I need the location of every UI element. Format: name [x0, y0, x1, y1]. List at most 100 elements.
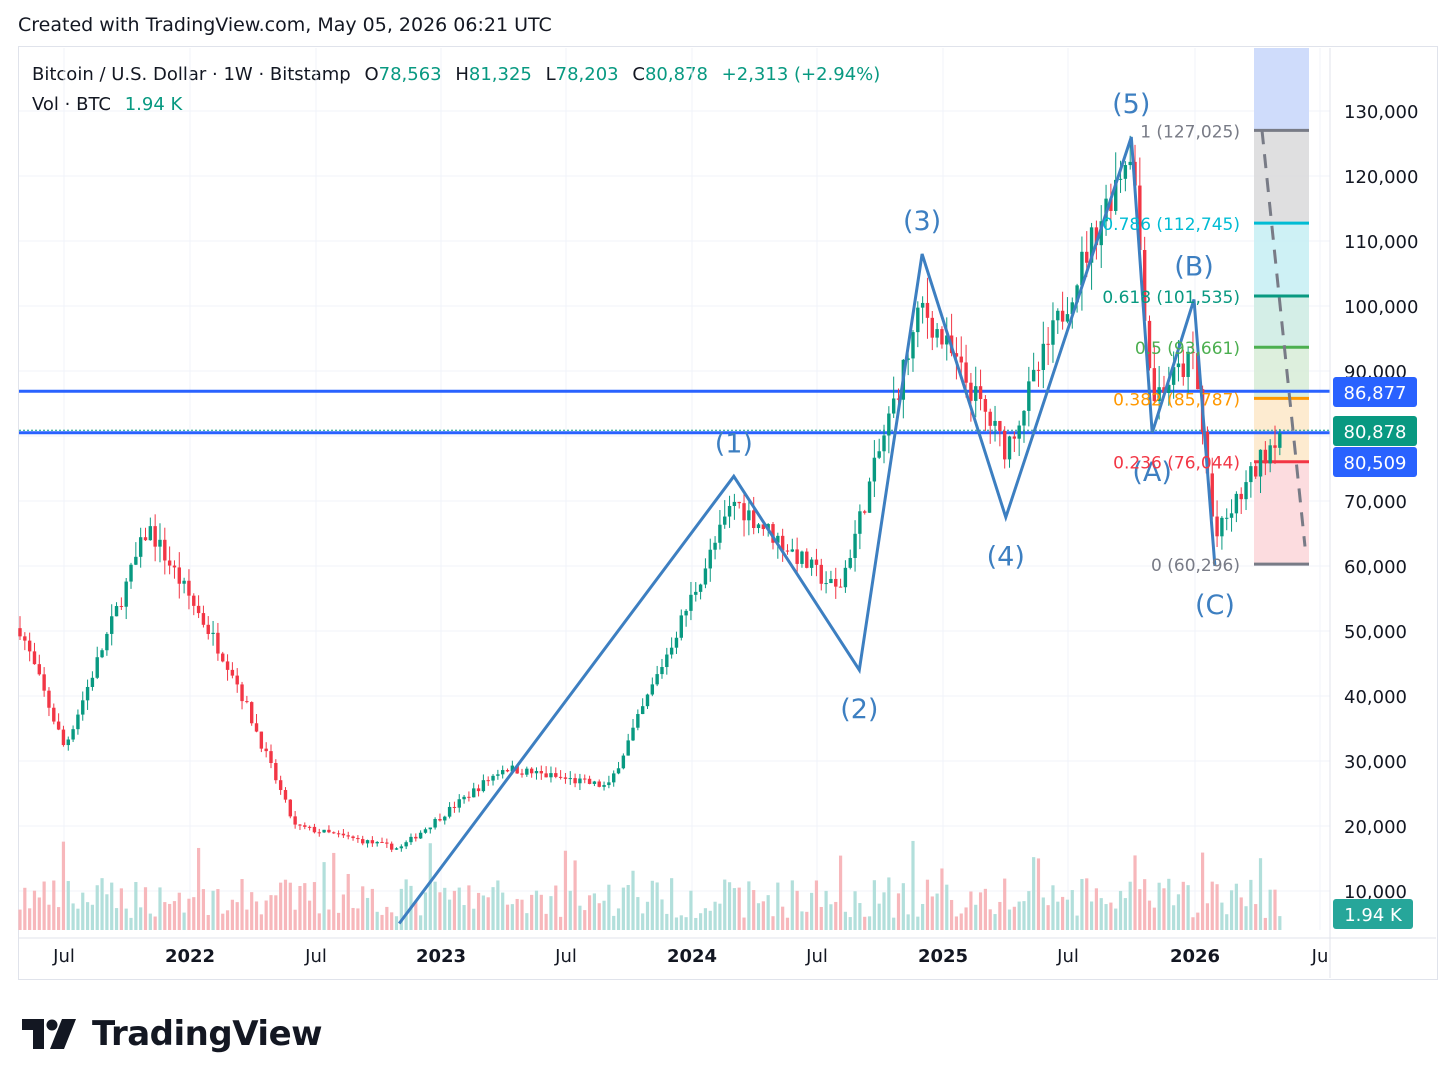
volume-bar: [230, 899, 234, 930]
candle-body: [288, 799, 293, 817]
volume-bar: [47, 904, 51, 930]
candle-body: [834, 578, 838, 587]
y-tick-label: 120,000: [1344, 167, 1418, 188]
volume-bar: [462, 905, 466, 930]
candle-body: [612, 773, 616, 783]
candle-body: [95, 657, 99, 678]
volume-bar: [264, 900, 268, 930]
volume-bar: [940, 868, 944, 930]
candle-body: [940, 329, 944, 345]
volume-bar: [1075, 915, 1079, 930]
candle-body: [549, 773, 553, 778]
candle-body: [211, 632, 215, 635]
volume-bar: [52, 880, 56, 930]
volume-bar: [887, 877, 891, 930]
volume-bar: [250, 892, 254, 930]
volume-bar: [370, 888, 374, 930]
candle-body: [645, 694, 650, 707]
volume-bar: [1114, 908, 1118, 930]
candle-body: [1036, 369, 1041, 371]
y-tick-label: 60,000: [1344, 557, 1407, 578]
volume-bar: [921, 903, 925, 930]
candle-body: [838, 586, 843, 588]
volume-bar: [28, 908, 32, 930]
candle-body: [1225, 517, 1229, 519]
y-tick-label: 110,000: [1344, 232, 1418, 253]
volume-label[interactable]: Vol · BTC: [32, 94, 111, 115]
volume-bar: [32, 890, 37, 930]
candle-body: [385, 842, 389, 844]
volume-bar: [723, 879, 727, 930]
x-tick-label: Jul: [554, 946, 577, 967]
volume-bar: [438, 892, 442, 930]
volume-bar: [1017, 901, 1021, 930]
candle-body: [404, 842, 408, 847]
candle-body: [674, 637, 679, 648]
volume-bar: [110, 882, 114, 930]
price-tag: [1333, 447, 1417, 477]
candle-body: [558, 776, 563, 778]
volume-bar: [906, 914, 910, 930]
volume-bar: [312, 882, 317, 930]
candle-body: [1152, 368, 1157, 402]
fib-level-label: 0.382 (85,787): [1113, 390, 1240, 410]
candle-body: [399, 846, 404, 849]
candle-body: [245, 701, 249, 703]
candle-body: [100, 650, 104, 658]
volume-bar: [245, 909, 249, 930]
volume-bar: [356, 908, 360, 930]
volume-bar: [1085, 878, 1089, 930]
volume-bar: [428, 843, 432, 930]
candle-body: [1123, 165, 1128, 179]
symbol-name[interactable]: Bitcoin / U.S. Dollar · 1W · Bitstamp: [32, 64, 351, 85]
symbol-legend: Bitcoin / U.S. Dollar · 1W · Bitstamp O7…: [32, 64, 880, 85]
fib-level-label: 1 (127,025): [1140, 122, 1240, 142]
volume-bar: [974, 904, 978, 930]
candle-body: [747, 510, 751, 521]
candle-body: [85, 686, 90, 701]
candle-body: [1065, 314, 1070, 322]
candle-body: [1278, 433, 1282, 448]
candle-body: [737, 501, 741, 504]
y-tick-label: 50,000: [1344, 622, 1407, 643]
volume-bar: [1046, 905, 1050, 930]
candle-body: [452, 806, 457, 808]
volume-bar: [930, 896, 934, 930]
candle-body: [293, 816, 297, 825]
tradingview-brand[interactable]: TradingView: [22, 1014, 323, 1054]
volume-bar: [1041, 897, 1045, 930]
volume-bar: [283, 879, 288, 930]
volume-bar: [626, 884, 630, 930]
candle-body: [1138, 185, 1142, 250]
volume-bar: [1065, 899, 1070, 930]
volume-bar: [380, 914, 384, 930]
candle-body: [896, 398, 901, 400]
candle-body: [756, 524, 761, 529]
candle-body: [129, 564, 133, 582]
candle-body: [201, 613, 206, 625]
candle-body: [597, 781, 601, 787]
candle-body: [800, 551, 804, 564]
volume-bar: [177, 892, 181, 930]
candle-body: [1191, 351, 1195, 354]
volume-bar: [877, 903, 881, 930]
volume-bar: [308, 900, 312, 930]
volume-bar: [1191, 917, 1195, 930]
candle-body: [621, 755, 626, 769]
candle-body: [467, 796, 471, 798]
candle-body: [1142, 249, 1147, 321]
volume-bar: [911, 840, 915, 930]
volume-bar: [838, 855, 843, 930]
volume-bar: [225, 910, 230, 930]
candle-body: [640, 706, 645, 715]
volume-bar: [935, 893, 939, 930]
fib-zone: [1254, 223, 1309, 297]
volume-bar: [810, 892, 814, 930]
candle-body: [534, 771, 539, 774]
candle-body: [563, 777, 568, 779]
volume-bar: [742, 917, 746, 930]
candle-body: [1022, 410, 1026, 426]
volume-bar: [336, 912, 341, 930]
volume-bar: [993, 914, 997, 930]
